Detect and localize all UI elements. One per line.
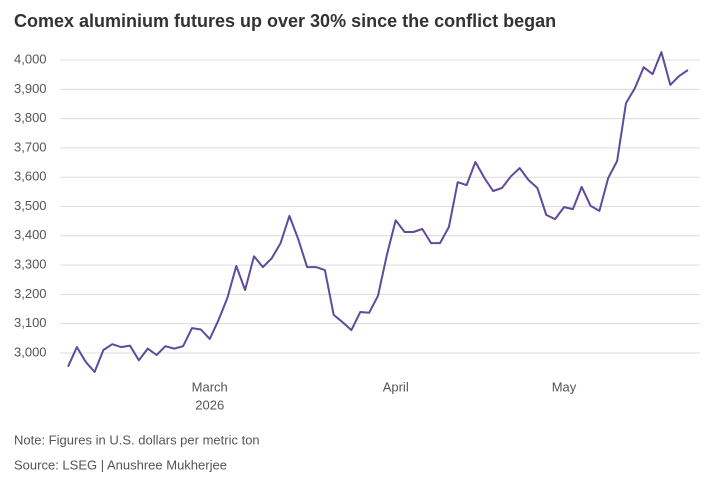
y-tick-label: 3,500 bbox=[14, 198, 47, 213]
y-tick-label: 3,100 bbox=[14, 315, 47, 330]
chart-title: Comex aluminium futures up over 30% sinc… bbox=[14, 11, 556, 31]
y-tick-label: 3,900 bbox=[14, 81, 47, 96]
y-tick-label: 3,400 bbox=[14, 227, 47, 242]
y-tick-label: 4,000 bbox=[14, 51, 47, 66]
x-year-label: 2026 bbox=[195, 397, 224, 412]
y-tick-label: 3,300 bbox=[14, 257, 47, 272]
y-tick-label: 3,000 bbox=[14, 344, 47, 359]
x-tick-label: April bbox=[383, 379, 409, 394]
x-tick-label: March bbox=[192, 379, 228, 394]
price-line bbox=[67, 51, 689, 373]
y-tick-label: 3,800 bbox=[14, 110, 47, 125]
y-tick-label: 3,200 bbox=[14, 286, 47, 301]
x-tick-label: May bbox=[552, 379, 577, 394]
note: Note: Figures in U.S. dollars per metric… bbox=[14, 432, 260, 447]
y-tick-label: 3,700 bbox=[14, 139, 47, 154]
source: Source: LSEG | Anushree Mukherjee bbox=[14, 457, 227, 472]
y-tick-label: 3,600 bbox=[14, 169, 47, 184]
